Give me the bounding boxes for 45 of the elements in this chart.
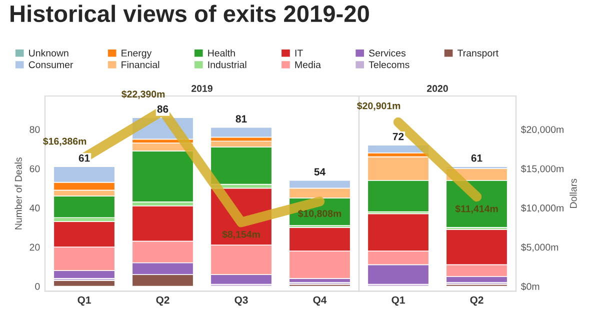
x-tick-label: Q1: [392, 296, 405, 306]
x-tick-label: Q3: [234, 296, 248, 306]
total-label: 54: [314, 168, 326, 176]
legend-label: Media: [295, 61, 321, 68]
y-tick-label: 80: [30, 126, 40, 133]
x-tick-label: Q1: [78, 296, 91, 306]
chart-subtitle: 2019: [192, 85, 212, 92]
x-tick-label: Q2: [470, 296, 484, 306]
y2-axis-title: Dollars: [570, 178, 577, 208]
y-tick-label: 0: [35, 283, 40, 290]
y2-tick-label: $20,000m: [520, 126, 564, 134]
legend-label: Health: [208, 49, 235, 57]
y-axis-title: Number of Deals: [14, 157, 22, 230]
legend-label: Transport: [458, 50, 498, 58]
legend-label: Consumer: [28, 61, 74, 68]
legend-label: Energy: [122, 50, 152, 58]
y2-tick-label: $0m: [520, 282, 540, 290]
y2-tick-label: $15,000m: [520, 164, 564, 174]
legend-label: Services: [369, 49, 406, 57]
legend-label: Unknown: [29, 49, 68, 57]
total-label: 81: [236, 115, 247, 123]
x-tick-label: Q4: [313, 296, 327, 306]
data-label: $20,901m: [357, 102, 400, 111]
legend-label: Financial: [122, 61, 160, 68]
data-label: $11,414m: [455, 204, 498, 214]
y-tick-label: 40: [30, 204, 40, 212]
y-tick-label: 20: [30, 244, 40, 251]
legend-label: IT: [295, 50, 303, 56]
y2-tick-label: $10,000m: [520, 204, 564, 213]
legend-label: Industrial: [208, 61, 246, 68]
data-label: $22,390m: [122, 90, 165, 99]
data-label: $16,386m: [43, 137, 86, 146]
chart-subtitle: 2020: [427, 85, 448, 92]
x-tick-label: Q2: [156, 296, 170, 306]
y2-tick-label: $5,000m: [520, 243, 558, 252]
legend-label: Telecoms: [368, 61, 410, 68]
total-label: 86: [157, 105, 168, 113]
chart-title: Historical views of exits 2019-20: [10, 4, 369, 22]
y-tick-label: 60: [30, 165, 40, 172]
total-label: 61: [78, 154, 90, 162]
bar: [210, 126, 272, 138]
total-label: 61: [471, 154, 482, 162]
total-label: 72: [392, 132, 404, 140]
data-label: $8,154m: [222, 230, 260, 240]
data-label: $10,808m: [298, 210, 342, 218]
